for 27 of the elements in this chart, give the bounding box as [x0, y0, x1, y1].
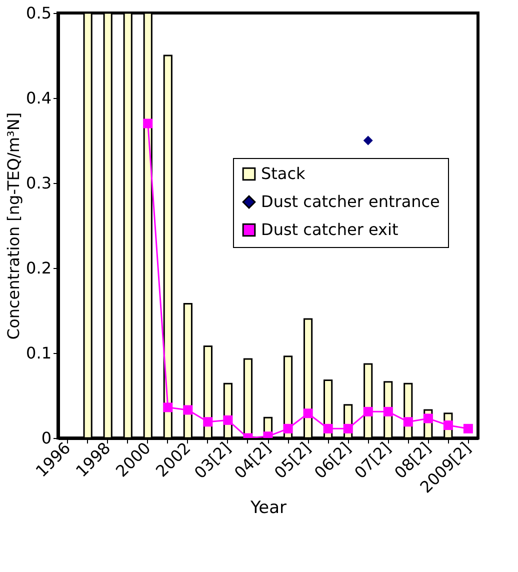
point — [383, 406, 393, 416]
legend-label: Dust catcher exit — [261, 220, 398, 239]
point — [323, 424, 333, 434]
y-tick-label: 0.4 — [26, 88, 52, 108]
legend-label: Stack — [261, 164, 306, 183]
point — [363, 136, 373, 146]
point — [183, 405, 193, 415]
point — [303, 408, 313, 418]
point — [403, 417, 413, 427]
point — [463, 424, 473, 434]
point — [363, 406, 373, 416]
point — [203, 417, 213, 427]
y-tick-label: 0.3 — [26, 174, 52, 192]
x-axis-title: Year — [250, 498, 287, 518]
point — [343, 424, 353, 434]
point — [143, 118, 153, 128]
legend-label: Dust catcher entrance — [261, 192, 440, 211]
point — [163, 402, 173, 412]
y-tick-label: 0.1 — [26, 344, 52, 362]
y-tick-label: 0 — [41, 428, 52, 448]
point — [283, 424, 293, 434]
y-tick-label: 0.2 — [26, 258, 52, 278]
y-axis-title: Concentration [ng-TEQ/m³N] — [4, 112, 24, 340]
y-tick-label: 0.5 — [26, 4, 52, 22]
point — [223, 415, 233, 425]
point — [423, 414, 433, 424]
point — [443, 420, 453, 430]
